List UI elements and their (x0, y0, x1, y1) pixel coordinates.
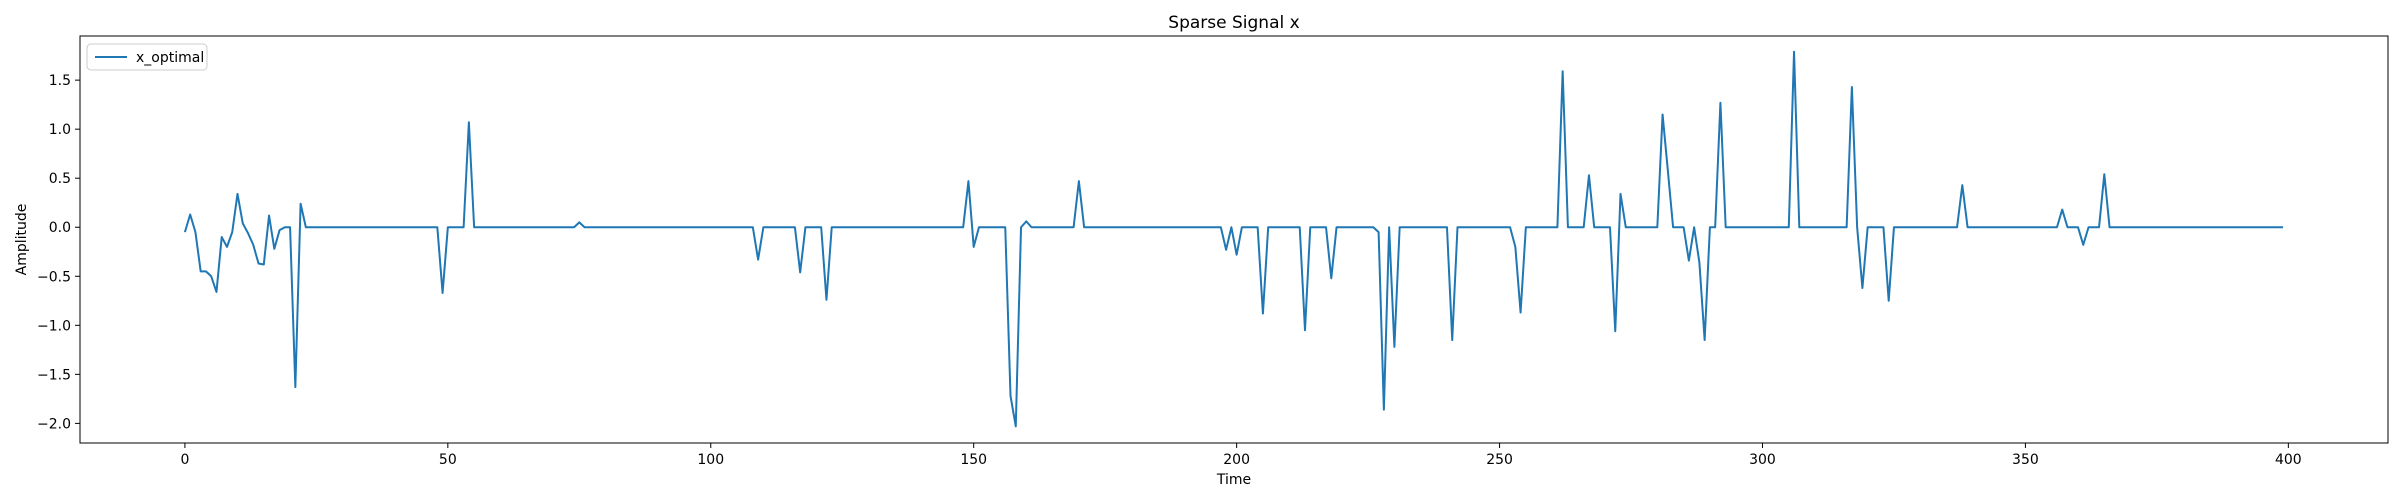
y-axis-label: Amplitude (14, 204, 30, 276)
x-tick-label: 300 (1749, 452, 1776, 468)
y-tick-label: −0.5 (37, 269, 71, 285)
plot-area (79, 35, 2389, 444)
y-tick-label: −1.5 (37, 367, 71, 383)
x-axis-label: Time (1216, 472, 1251, 488)
x-tick-label: 100 (697, 452, 724, 468)
x-tick-label: 200 (1223, 452, 1250, 468)
series-line-x_optimal (183, 50, 2284, 428)
legend-label-x_optimal: x_optimal (136, 50, 204, 66)
legend: x_optimal (86, 43, 208, 71)
x-tick-label: 0 (180, 452, 189, 468)
x-tick-label: 150 (960, 452, 987, 468)
y-tick-label: −2.0 (37, 416, 71, 432)
x-tick-label: 400 (2275, 452, 2302, 468)
x-tick-label: 50 (439, 452, 457, 468)
y-tick-label: 0.5 (49, 171, 71, 187)
x-tick-label: 250 (1486, 452, 1513, 468)
chart-title: Sparse Signal x (1168, 13, 1299, 33)
x-axis-ticks: 0 50 100 150 200 250 300 350 400 (180, 443, 2302, 468)
y-tick-label: 1.0 (49, 122, 71, 138)
y-tick-label: −1.0 (37, 318, 71, 334)
y-axis-ticks: −2.0 −1.5 −1.0 −0.5 0.0 0.5 1.0 1.5 (37, 73, 80, 432)
x-tick-label: 350 (2012, 452, 2039, 468)
y-tick-label: 1.5 (49, 73, 71, 89)
y-tick-label: 0.0 (49, 220, 71, 236)
legend-box (86, 43, 208, 71)
